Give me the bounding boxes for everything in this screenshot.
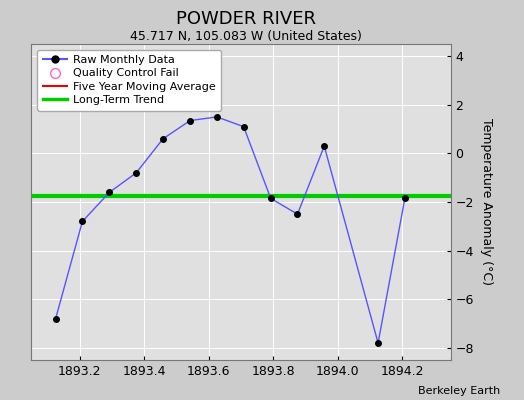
- Text: 45.717 N, 105.083 W (United States): 45.717 N, 105.083 W (United States): [130, 30, 362, 43]
- Legend: Raw Monthly Data, Quality Control Fail, Five Year Moving Average, Long-Term Tren: Raw Monthly Data, Quality Control Fail, …: [37, 50, 221, 111]
- Text: Berkeley Earth: Berkeley Earth: [418, 386, 500, 396]
- Y-axis label: Temperature Anomaly (°C): Temperature Anomaly (°C): [481, 118, 494, 286]
- Text: POWDER RIVER: POWDER RIVER: [176, 10, 316, 28]
